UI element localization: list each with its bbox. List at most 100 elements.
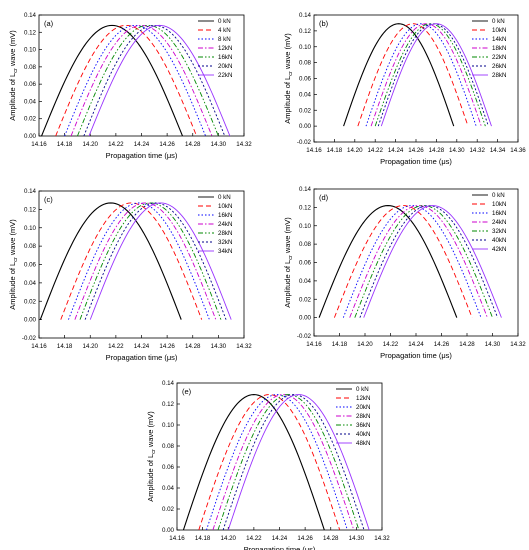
series-line [333, 205, 473, 318]
series-line [354, 205, 493, 318]
y-tick-label: 0.02 [299, 296, 312, 303]
legend-label: 20kN [356, 404, 370, 411]
x-axis-label: Propagation time (μs) [380, 157, 452, 166]
legend-label: 0 kN [492, 18, 505, 25]
x-tick-label: 14.24 [134, 141, 150, 148]
y-tick-label: 0.12 [162, 401, 175, 408]
legend-label: 10kN [492, 201, 506, 208]
x-tick-label: 14.30 [211, 141, 227, 148]
x-tick-label: 14.20 [347, 147, 363, 154]
x-tick-label: 14.20 [83, 343, 99, 350]
x-tick-label: 14.16 [306, 341, 322, 348]
series-line [68, 202, 210, 320]
x-axis-label: Propagation time (μs) [244, 545, 316, 550]
legend-label: 34kN [218, 248, 232, 255]
series-line [182, 393, 325, 530]
legend-label: 0 kN [356, 386, 369, 393]
y-tick-label: 0.04 [299, 278, 312, 285]
panel-label: (b) [319, 19, 329, 28]
series-line [60, 202, 203, 320]
legend-label: 16kN [218, 212, 232, 219]
x-tick-label: 14.28 [323, 535, 339, 542]
y-tick-label: 0.04 [24, 280, 37, 287]
y-tick-label: 0.14 [24, 12, 37, 19]
x-tick-label: 14.26 [159, 141, 175, 148]
panel-label: (c) [44, 195, 53, 204]
y-tick-label: 0.12 [24, 29, 37, 36]
series-line [342, 205, 482, 318]
legend-label: 10kN [492, 27, 506, 34]
legend-label: 0 kN [492, 192, 505, 199]
y-tick-label: 0.04 [299, 91, 312, 98]
legend-label: 10kN [218, 203, 232, 210]
x-tick-label: 14.16 [306, 147, 322, 154]
y-tick-label: -0.02 [22, 335, 37, 342]
x-tick-label: 14.26 [159, 343, 175, 350]
x-tick-label: 14.34 [490, 147, 506, 154]
legend-label: 0 kN [218, 194, 231, 201]
legend-label: 16kN [218, 54, 232, 61]
y-tick-label: 0.14 [299, 186, 312, 193]
series-line [212, 394, 355, 530]
legend-label: 26kN [492, 63, 506, 70]
x-tick-label: 14.24 [134, 343, 150, 350]
x-tick-label: 14.18 [332, 341, 348, 348]
legend-label: 28kN [356, 413, 370, 420]
legend-label: 18kN [492, 45, 506, 52]
y-tick-label: 0.14 [299, 12, 312, 19]
y-tick-label: 0.06 [299, 260, 312, 267]
series-line [74, 202, 217, 320]
x-axis-label: Propagation time (μs) [380, 351, 452, 360]
series-line [206, 394, 348, 530]
series-line [39, 202, 182, 320]
x-tick-label: 14.30 [211, 343, 227, 350]
legend-label: 12kN [356, 395, 370, 402]
y-tick-label: 0.00 [162, 527, 175, 534]
x-tick-label: 14.22 [383, 341, 399, 348]
series-line [77, 24, 219, 136]
x-tick-label: 14.22 [108, 141, 124, 148]
series-line [377, 23, 489, 127]
x-tick-label: 14.30 [449, 147, 465, 154]
series-line [363, 205, 502, 318]
series-line [41, 24, 184, 136]
y-tick-label: 0.04 [162, 485, 175, 492]
y-tick-label: 0.04 [24, 98, 37, 105]
x-tick-label: 14.18 [195, 535, 211, 542]
x-tick-label: 14.32 [469, 147, 485, 154]
series-line [370, 23, 482, 127]
y-axis-label: Amplitude of Lcr wave (mV) [8, 219, 19, 310]
legend-label: 42kN [492, 246, 506, 253]
panel-label: (e) [182, 387, 192, 396]
x-tick-label: 14.24 [272, 535, 288, 542]
legend-label: 16kN [492, 210, 506, 217]
y-axis-label: Amplitude of Lcr wave (mV) [8, 30, 19, 121]
y-tick-label: 0.02 [24, 116, 37, 123]
series-line [365, 23, 477, 127]
legend-label: 12kN [218, 45, 232, 52]
y-axis-label: Amplitude of Lcr wave (mV) [146, 411, 157, 502]
y-tick-label: 0.02 [299, 107, 312, 114]
legend-label: 40kN [492, 237, 506, 244]
x-tick-label: 14.16 [31, 141, 47, 148]
legend-label: 28kN [492, 72, 506, 79]
x-tick-label: 14.28 [459, 341, 475, 348]
x-tick-label: 14.28 [185, 343, 201, 350]
y-tick-label: 0.14 [24, 188, 37, 195]
y-tick-label: -0.02 [297, 333, 312, 340]
x-axis-label: Propagation time (μs) [106, 353, 178, 362]
legend-label: 28kN [218, 230, 232, 237]
x-tick-label: 14.26 [434, 341, 450, 348]
legend-label: 0 kN [218, 18, 231, 25]
x-tick-label: 14.18 [327, 147, 343, 154]
y-tick-label: 0.12 [24, 206, 37, 213]
x-tick-label: 14.28 [185, 141, 201, 148]
panel-d: 14.16 14.18 14.20 14.22 14.24 14.26 14.28 14.30… [283, 186, 526, 360]
x-tick-label: 14.32 [510, 341, 526, 348]
y-tick-label: 0.00 [299, 315, 312, 322]
x-tick-label: 14.30 [349, 535, 365, 542]
series-line [318, 204, 458, 318]
series-line [83, 24, 226, 136]
panel-label: (d) [319, 193, 329, 202]
y-tick-label: 0.00 [24, 317, 37, 324]
